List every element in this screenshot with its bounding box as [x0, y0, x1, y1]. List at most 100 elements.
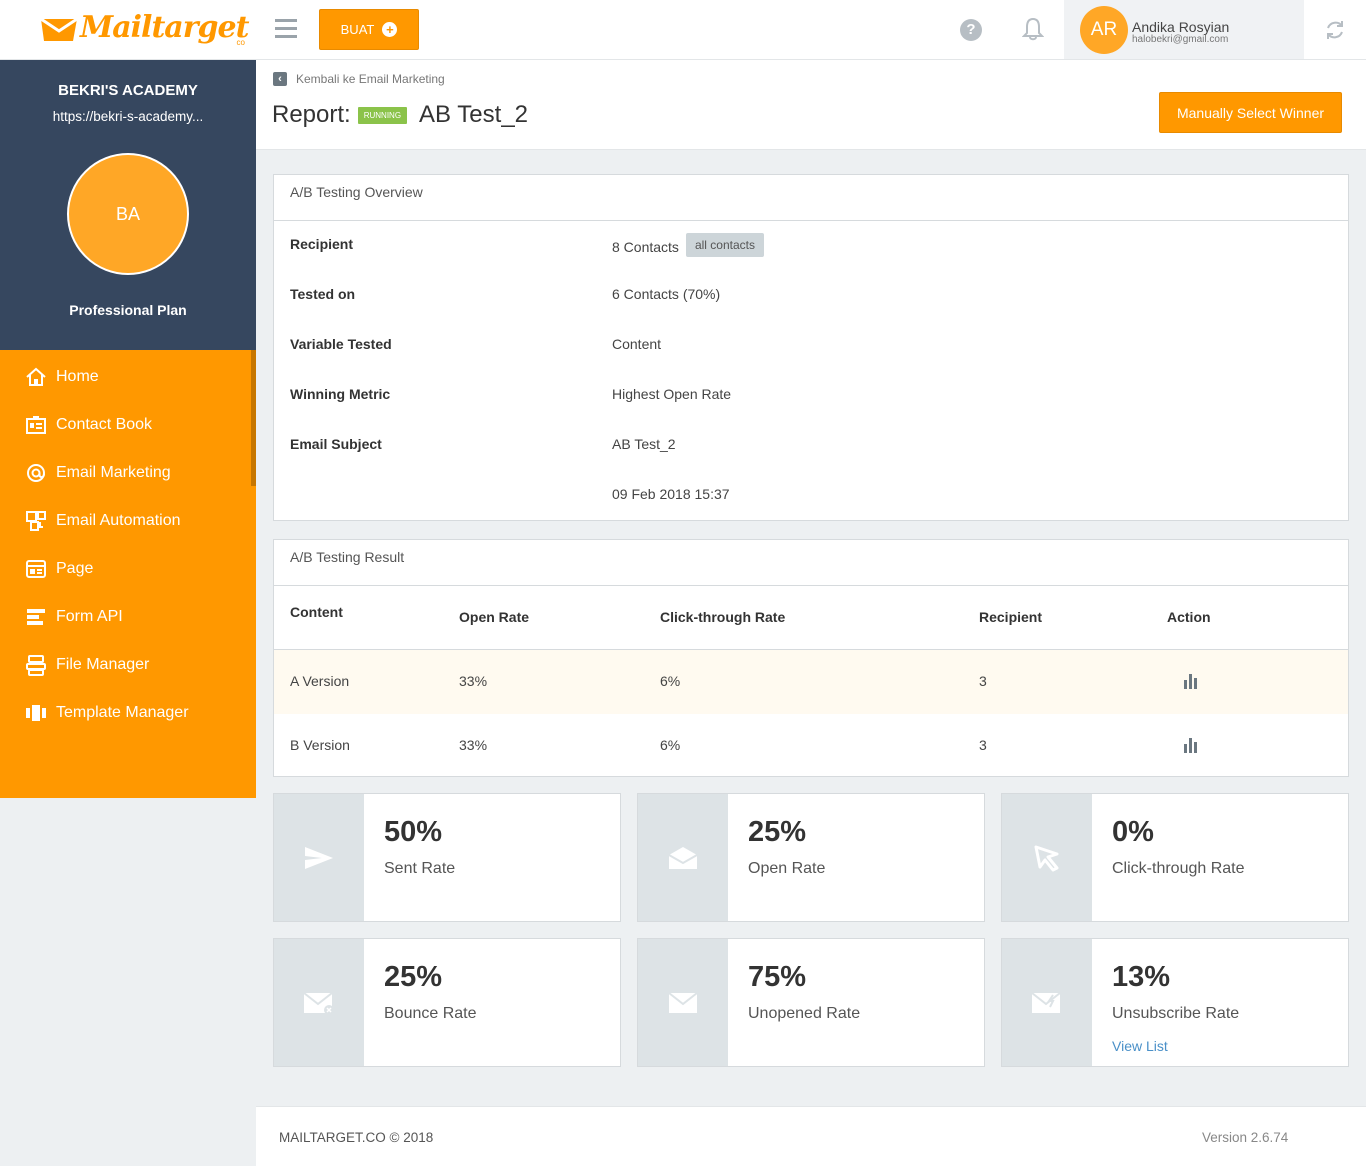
chevron-left-icon: ‹: [273, 72, 287, 86]
bar-chart-icon[interactable]: [1183, 673, 1199, 689]
recipient-count: 8 Contacts: [612, 238, 679, 255]
sidebar-item-page[interactable]: Page: [0, 545, 256, 593]
sidebar-scrollbar[interactable]: [251, 350, 256, 486]
stat-label: Unsubscribe Rate: [1112, 1005, 1240, 1022]
copyright: MAILTARGET.CO © 2018: [279, 1130, 434, 1145]
status-badge: RUNNING: [357, 106, 408, 124]
overview-value: Content: [612, 336, 662, 352]
overview-label: Winning Metric: [290, 386, 391, 402]
sidebar-item-label: Contact Book: [56, 416, 153, 433]
sidebar-item-email-marketing[interactable]: Email Marketing: [0, 449, 256, 497]
sidebar-item-label: Email Automation: [56, 512, 181, 529]
contact-list-tag: all contacts: [685, 233, 764, 257]
ctr-cell: 6%: [660, 737, 681, 753]
content-cell: A Version: [290, 673, 350, 689]
sidebar-item-email-automation[interactable]: Email Automation: [0, 497, 256, 545]
card-icon-area: [1002, 794, 1092, 921]
ab-testing-result-panel: A/B Testing Result Content Open Rate Cli…: [273, 539, 1349, 777]
overview-row-tested-on: Tested on 6 Contacts (70%): [274, 271, 1348, 321]
overview-row-recipient: Recipient 8 Contacts all contacts: [274, 221, 1348, 271]
sidebar-item-label: Template Manager: [56, 704, 189, 721]
automation-icon: [26, 511, 46, 531]
card-icon-area: [274, 939, 364, 1066]
menu-toggle-icon[interactable]: [275, 19, 297, 39]
envelope-logo-icon: [40, 17, 78, 41]
version-label: Version 2.6.74: [1202, 1130, 1289, 1145]
file-manager-icon: [26, 655, 46, 676]
overview-label: Recipient: [290, 236, 354, 252]
overview-row-email-subject: Email Subject AB Test_2: [274, 421, 1348, 471]
overview-row-variable-tested: Variable Tested Content: [274, 321, 1348, 371]
form-icon: [27, 609, 45, 625]
stat-value: 25%: [748, 816, 807, 848]
refresh-icon[interactable]: [1324, 19, 1346, 41]
contact-book-icon: [26, 416, 46, 434]
overview-row-date: 09 Feb 2018 15:37: [274, 471, 1348, 521]
sidebar-item-home[interactable]: Home: [0, 353, 256, 401]
column-header: Recipient: [979, 609, 1043, 625]
create-button[interactable]: BUAT +: [319, 9, 419, 50]
bell-icon[interactable]: [1022, 17, 1044, 41]
organization-url[interactable]: https://bekri-s-academy...: [52, 109, 204, 124]
open-rate-cell: 33%: [459, 673, 488, 689]
overview-value: 09 Feb 2018 15:37: [612, 486, 730, 502]
overview-value: 6 Contacts (70%): [612, 286, 721, 302]
stat-value: 0%: [1112, 816, 1154, 848]
organization-avatar[interactable]: BA: [67, 153, 189, 275]
plan-label: Professional Plan: [69, 302, 187, 318]
card-icon-area: [638, 794, 728, 921]
recipient-cell: 3: [979, 737, 987, 753]
sidebar-item-label: Email Marketing: [56, 464, 171, 481]
back-link[interactable]: ‹ Kembali ke Email Marketing: [273, 72, 445, 86]
logo-text: Mailtarget: [80, 10, 249, 45]
stat-value: 25%: [384, 961, 443, 993]
stat-value: 75%: [748, 961, 807, 993]
sidebar: BEKRI'S ACADEMY https://bekri-s-academy.…: [0, 60, 256, 798]
avatar: AR: [1080, 6, 1128, 54]
sidebar-item-template-manager[interactable]: Template Manager: [0, 689, 256, 737]
stat-label: Unopened Rate: [748, 1005, 861, 1022]
unsubscribe-mail-icon: [1031, 991, 1061, 1013]
logo-suffix: co: [236, 38, 245, 47]
stat-label: Click-through Rate: [1112, 860, 1245, 877]
card-icon-area: [638, 939, 728, 1066]
stat-card-open-rate: 25% Open Rate: [637, 793, 985, 922]
help-icon[interactable]: ?: [960, 19, 982, 41]
panel-title: A/B Testing Result: [274, 540, 1348, 586]
open-mail-icon: [668, 846, 698, 869]
overview-label: Variable Tested: [290, 336, 392, 352]
sidebar-item-label: Page: [56, 560, 94, 577]
organization-panel: BEKRI'S ACADEMY https://bekri-s-academy.…: [0, 60, 256, 350]
view-list-link[interactable]: View List: [1112, 1038, 1168, 1054]
stat-card-sent-rate: 50% Sent Rate: [273, 793, 621, 922]
recipient-cell: 3: [979, 673, 987, 689]
sidebar-item-file-manager[interactable]: File Manager: [0, 641, 256, 689]
user-name: Andika Rosyian: [1132, 19, 1230, 35]
table-row: A Version 33% 6% 3: [274, 650, 1348, 714]
stat-label: Sent Rate: [384, 860, 456, 877]
page-icon: [26, 560, 46, 578]
bar-chart-icon[interactable]: [1183, 737, 1199, 753]
stat-label: Bounce Rate: [384, 1005, 477, 1022]
sidebar-item-form-api[interactable]: Form API: [0, 593, 256, 641]
page-title: Report: RUNNING AB Test_2: [272, 101, 528, 129]
mailtarget-logo[interactable]: Mailtarget co: [38, 8, 249, 47]
content-cell: B Version: [290, 737, 350, 753]
organization-name: BEKRI'S ACADEMY: [58, 82, 198, 99]
stat-card-click-through-rate: 0% Click-through Rate: [1001, 793, 1349, 922]
column-header: Click-through Rate: [660, 609, 786, 625]
manually-select-winner-button[interactable]: Manually Select Winner: [1159, 92, 1342, 133]
card-icon-area: [274, 794, 364, 921]
campaign-name: AB Test_2: [419, 101, 529, 128]
open-rate-cell: 33%: [459, 737, 488, 753]
sidebar-item-label: Form API: [56, 608, 123, 625]
template-icon: [26, 705, 46, 721]
overview-label: Tested on: [290, 286, 356, 302]
user-menu[interactable]: AR Andika Rosyian halobekri@gmail.com: [1064, 0, 1304, 59]
overview-value: AB Test_2: [612, 436, 676, 452]
sidebar-item-contact-book[interactable]: Contact Book: [0, 401, 256, 449]
back-link-label: Kembali ke Email Marketing: [296, 72, 445, 86]
home-icon: [26, 367, 46, 386]
sidebar-item-label: File Manager: [56, 656, 150, 673]
table-header: Content Open Rate Click-through Rate Rec…: [274, 586, 1348, 650]
